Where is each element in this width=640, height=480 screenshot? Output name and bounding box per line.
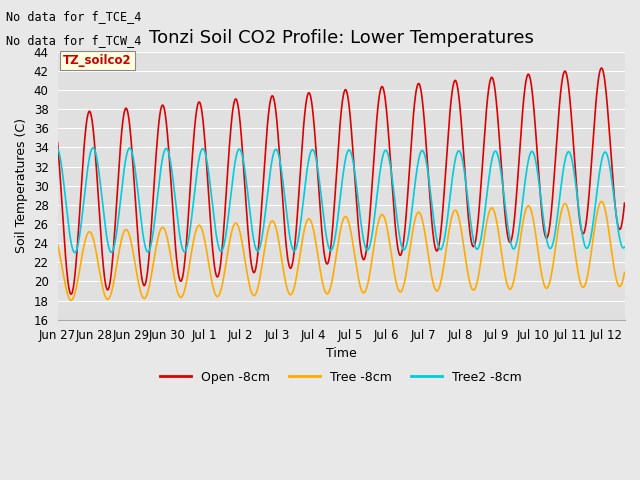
X-axis label: Time: Time	[326, 348, 356, 360]
Title: Tonzi Soil CO2 Profile: Lower Temperatures: Tonzi Soil CO2 Profile: Lower Temperatur…	[148, 29, 534, 48]
Legend: Open -8cm, Tree -8cm, Tree2 -8cm: Open -8cm, Tree -8cm, Tree2 -8cm	[155, 366, 527, 389]
Text: TZ_soilco2: TZ_soilco2	[63, 54, 132, 67]
Text: No data for f_TCW_4: No data for f_TCW_4	[6, 34, 142, 47]
Y-axis label: Soil Temperatures (C): Soil Temperatures (C)	[15, 118, 28, 253]
Text: No data for f_TCE_4: No data for f_TCE_4	[6, 10, 142, 23]
